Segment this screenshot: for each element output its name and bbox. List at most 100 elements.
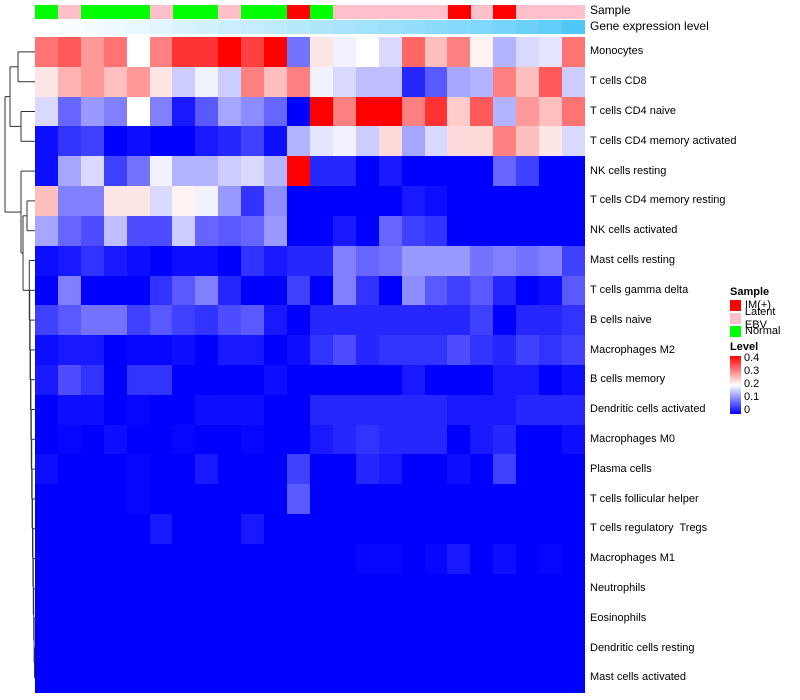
heatmap-cell	[539, 454, 563, 485]
heatmap-cell	[539, 186, 563, 216]
heatmap-cell	[241, 603, 265, 634]
gene-annotation-cell	[172, 20, 196, 34]
heatmap-cell	[195, 573, 219, 604]
heatmap-cell	[447, 603, 471, 634]
gene-annotation-cell	[264, 20, 288, 34]
heatmap-cell	[332, 663, 356, 693]
heatmap-cell	[447, 37, 471, 67]
heatmap-cell	[355, 514, 379, 544]
heatmap-cell	[424, 573, 448, 604]
heatmap-cell	[332, 245, 356, 276]
heatmap-cell	[562, 573, 585, 604]
sample-annotation-cell	[241, 5, 265, 19]
heatmap-cell	[378, 66, 402, 97]
heatmap-cell	[493, 365, 517, 395]
heatmap-cell	[287, 126, 310, 157]
heatmap-cell	[218, 156, 242, 187]
heatmap-cell	[332, 66, 356, 97]
heatmap-cell	[516, 96, 540, 127]
heatmap-cell	[218, 573, 242, 604]
heatmap-cell	[355, 96, 379, 127]
heatmap-cell	[401, 663, 425, 693]
heatmap-cell	[57, 66, 81, 97]
heatmap-cell	[57, 245, 81, 276]
heatmap-cell	[172, 573, 196, 604]
heatmap-cell	[562, 245, 585, 276]
heatmap-cell	[80, 126, 104, 157]
heatmap-cell	[516, 484, 540, 515]
heatmap-cell	[241, 305, 265, 336]
heatmap-cell	[355, 156, 379, 187]
heatmap-cell	[149, 633, 173, 664]
heatmap-cell	[218, 186, 242, 216]
heatmap-cell	[80, 543, 104, 574]
heatmap-cell	[401, 37, 425, 67]
heatmap-cell	[57, 573, 81, 604]
row-label: B cells memory	[590, 373, 666, 386]
row-label-slot: Monocytes	[590, 37, 726, 67]
heatmap-cell	[126, 365, 150, 395]
heatmap-cell	[493, 37, 517, 67]
legend-swatch	[730, 313, 741, 324]
heatmap-cell	[103, 96, 127, 127]
heatmap-cell	[149, 275, 173, 306]
heatmap-cell	[424, 543, 448, 574]
legend-swatch	[730, 300, 741, 311]
heatmap-cell	[424, 514, 448, 544]
sample-annotation-cell	[172, 5, 196, 19]
heatmap-cell	[378, 603, 402, 634]
heatmap-cell	[35, 245, 58, 276]
heatmap-cell	[309, 663, 333, 693]
heatmap-cell	[287, 37, 310, 67]
heatmap-cell	[241, 633, 265, 664]
sample-annotation-cell	[470, 5, 494, 19]
heatmap-cell	[309, 335, 333, 365]
heatmap-cell	[264, 663, 288, 693]
row-label-slot: Mast cells resting	[590, 246, 726, 276]
heatmap-cell	[126, 394, 150, 425]
heatmap-cell	[57, 603, 81, 634]
heatmap-cell	[562, 603, 585, 634]
heatmap-cell	[287, 543, 310, 574]
heatmap-cell	[126, 663, 150, 693]
heatmap-cell	[218, 424, 242, 455]
heatmap-cell	[516, 573, 540, 604]
heatmap-cell	[287, 454, 310, 485]
row-label: Dendritic cells activated	[590, 403, 706, 416]
heatmap-cell	[516, 126, 540, 157]
heatmap-cell	[195, 275, 219, 306]
heatmap-cell	[447, 156, 471, 187]
gene-annotation-cell	[424, 20, 448, 34]
heatmap-cell	[80, 275, 104, 306]
heatmap-cell	[80, 484, 104, 515]
heatmap-cell	[470, 126, 494, 157]
heatmap-cell	[470, 573, 494, 604]
sample-annotation-cell	[562, 5, 586, 19]
heatmap-cell	[264, 573, 288, 604]
heatmap-cell	[562, 215, 585, 246]
heatmap-cell	[35, 663, 58, 693]
heatmap-cell	[493, 573, 517, 604]
heatmap-cell	[80, 394, 104, 425]
heatmap-cell	[447, 633, 471, 664]
heatmap-cell	[103, 514, 127, 544]
heatmap-cell	[149, 514, 173, 544]
heatmap-cell	[241, 275, 265, 306]
sample-annotation-cell	[218, 5, 242, 19]
heatmap-cell	[172, 66, 196, 97]
heatmap-cell	[172, 633, 196, 664]
heatmap-cell	[195, 484, 219, 515]
heatmap-cell	[35, 394, 58, 425]
heatmap-cell	[241, 424, 265, 455]
heatmap-cell	[378, 514, 402, 544]
heatmap-cell	[401, 484, 425, 515]
heatmap-cell	[447, 126, 471, 157]
heatmap-cell	[332, 633, 356, 664]
heatmap-cell	[287, 424, 310, 455]
row-label: Dendritic cells resting	[590, 641, 695, 654]
heatmap-cell	[562, 484, 585, 515]
heatmap-cell	[470, 245, 494, 276]
heatmap-cell	[103, 245, 127, 276]
row-label: Plasma cells	[590, 462, 652, 475]
heatmap-cell	[539, 66, 563, 97]
